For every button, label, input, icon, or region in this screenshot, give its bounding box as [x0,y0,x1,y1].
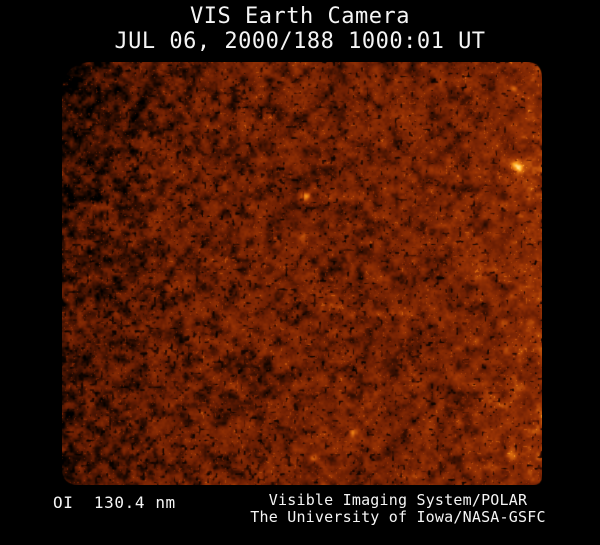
wavelength-label: OI 130.4 nm [53,493,176,512]
credit-block: Visible Imaging System/POLAR The Univers… [227,492,569,526]
credit-line-2: The University of Iowa/NASA-GSFC [250,508,546,526]
image-timestamp: JUL 06, 2000/188 1000:01 UT [114,29,486,54]
credit-line-1: Visible Imaging System/POLAR [268,491,528,509]
camera-image [62,62,542,485]
header: VIS Earth Camera JUL 06, 2000/188 1000:0… [0,4,600,54]
image-title: VIS Earth Camera [190,4,410,29]
